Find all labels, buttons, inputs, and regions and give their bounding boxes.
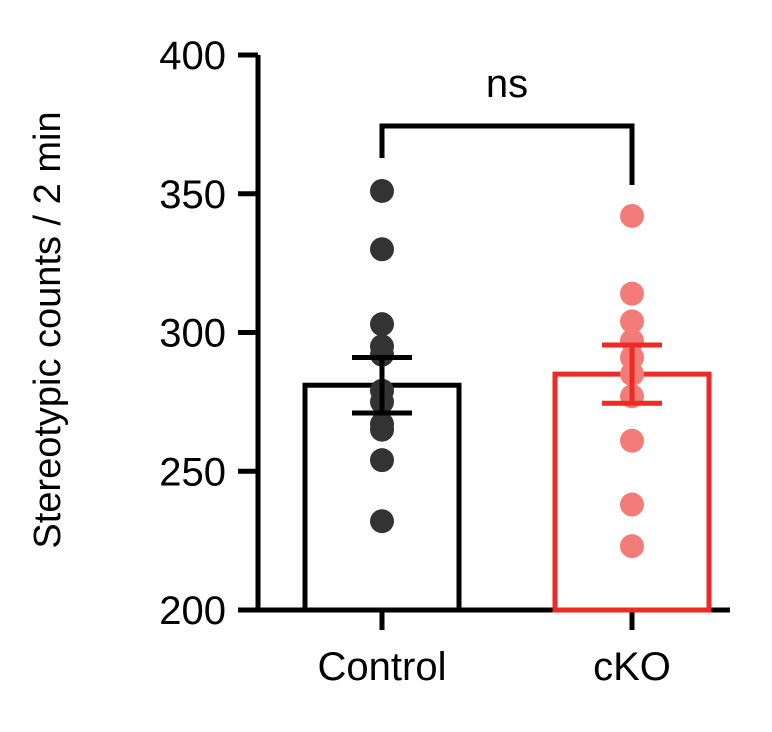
y-tick-label: 350 (159, 173, 226, 217)
data-point (620, 309, 644, 334)
data-point (370, 178, 394, 203)
x-tick-label: cKO (593, 645, 671, 689)
y-tick-label: 300 (159, 312, 226, 356)
y-tick-label: 200 (159, 589, 226, 633)
data-point (370, 312, 394, 337)
error-bars (352, 342, 662, 416)
data-point (370, 342, 394, 367)
data-point (370, 237, 394, 262)
data-points (370, 178, 644, 559)
y-tick-label: 250 (159, 450, 226, 494)
significance-label: ns (486, 62, 528, 106)
data-point (620, 428, 644, 453)
y-axis-title: Stereotypic counts / 2 min (27, 111, 69, 548)
bracket-line (379, 123, 635, 185)
bar-cKO (552, 371, 712, 613)
data-point (620, 534, 644, 559)
data-point (370, 509, 394, 534)
data-point (620, 203, 644, 228)
y-tick-label: 400 (159, 34, 226, 78)
significance-bracket: ns (379, 62, 635, 185)
x-tick-label: Control (318, 645, 447, 689)
axes: 200 250 300 350 400 Control cKO (159, 34, 730, 689)
bars (302, 371, 712, 613)
data-point (370, 417, 394, 442)
data-point (620, 281, 644, 306)
data-point (370, 448, 394, 473)
data-point (620, 492, 644, 517)
